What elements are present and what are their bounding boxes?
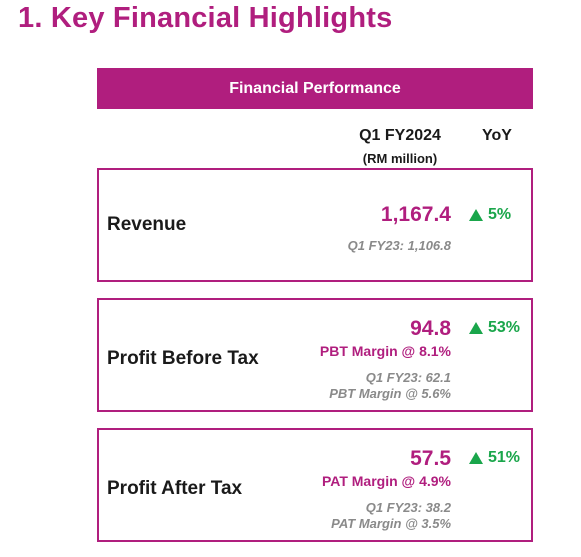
yoy-change: 5% — [469, 206, 511, 224]
row-label: Profit After Tax — [107, 478, 243, 499]
pbt-card: Profit Before Tax 94.8 53% PBT Margin @ … — [97, 298, 533, 412]
up-triangle-icon — [469, 322, 483, 334]
yoy-value: 5% — [488, 206, 512, 223]
current-margin: PBT Margin @ 8.1% — [319, 343, 451, 359]
table-banner: Financial Performance — [97, 68, 533, 109]
yoy-change: 53% — [469, 319, 520, 337]
column-header-yoy: YoY — [482, 127, 512, 144]
prior-period-margin: PAT Margin @ 3.5% — [331, 516, 451, 531]
yoy-value: 51% — [488, 449, 521, 466]
pat-card: Profit After Tax 57.5 51% PAT Margin @ 4… — [97, 428, 533, 542]
revenue-card: Revenue 1,167.4 5% Q1 FY23: 1,106.8 — [97, 168, 533, 282]
up-triangle-icon — [469, 452, 483, 464]
current-margin: PAT Margin @ 4.9% — [321, 473, 451, 489]
prior-period-margin: PBT Margin @ 5.6% — [329, 386, 451, 401]
row-value: 1,167.4 — [380, 203, 451, 226]
prior-period-value: Q1 FY23: 62.1 — [365, 370, 451, 385]
row-label: Revenue — [107, 214, 187, 235]
prior-period-value: Q1 FY23: 1,106.8 — [347, 238, 451, 253]
row-value: 57.5 — [410, 447, 451, 470]
up-triangle-icon — [469, 209, 483, 221]
yoy-change: 51% — [469, 449, 520, 467]
prior-period-value: Q1 FY23: 38.2 — [365, 500, 451, 515]
page-title: 1. Key Financial Highlights — [18, 2, 393, 34]
column-header-period: Q1 FY2024 — [359, 127, 441, 144]
row-label: Profit Before Tax — [107, 348, 259, 369]
yoy-value: 53% — [488, 319, 521, 336]
column-header-unit: (RM million) — [362, 151, 438, 166]
row-value: 94.8 — [410, 317, 451, 340]
